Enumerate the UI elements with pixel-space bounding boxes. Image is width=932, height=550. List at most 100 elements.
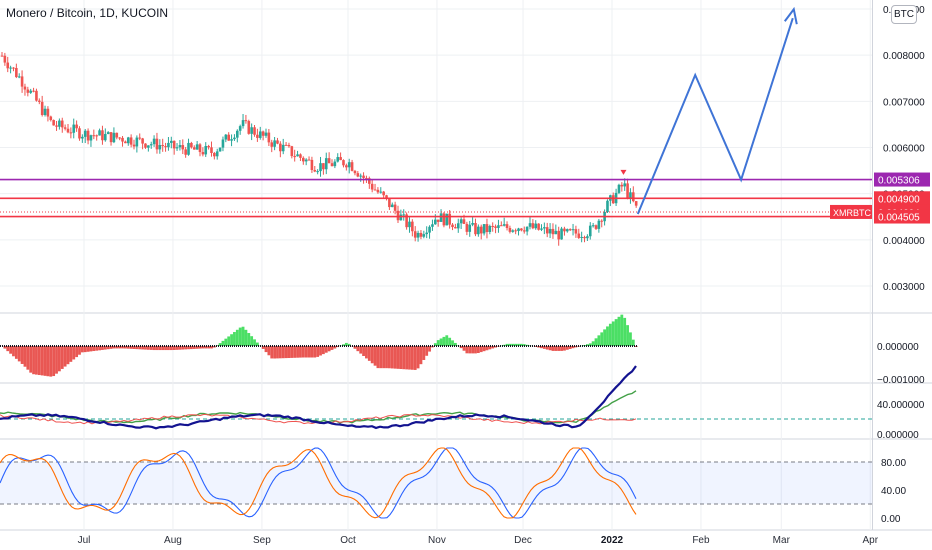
osc-bar	[396, 346, 400, 369]
osc-bar	[505, 343, 509, 346]
osc-bar	[511, 343, 515, 346]
osc-bar	[439, 338, 443, 346]
osc-bar	[192, 346, 196, 349]
osc-bar	[164, 346, 167, 351]
candle	[17, 73, 21, 79]
osc-histogram	[3, 314, 638, 377]
candle	[333, 159, 337, 169]
candle	[230, 134, 233, 147]
candle	[95, 134, 98, 141]
osc-bar	[227, 336, 231, 346]
candle-body	[319, 163, 322, 172]
candle	[632, 186, 635, 203]
candle-body	[293, 156, 296, 158]
candle	[459, 217, 463, 229]
osc-bar	[270, 346, 274, 359]
candle-body	[626, 183, 629, 198]
osc-bar	[629, 332, 632, 346]
candle-body	[9, 67, 12, 69]
candle-body	[422, 234, 426, 237]
osc-bar	[353, 346, 357, 349]
osc-bar	[267, 346, 271, 356]
candle	[121, 135, 124, 147]
candle-body	[129, 137, 133, 145]
candle	[428, 225, 431, 239]
candle	[591, 222, 595, 228]
dmi-tick-label: 40.000000	[877, 400, 925, 411]
osc-bar	[330, 346, 334, 350]
osc-bar	[442, 336, 446, 346]
candle-body	[230, 139, 233, 141]
osc-bar	[278, 346, 282, 359]
symbol-tag-bg	[830, 204, 872, 219]
candle-body	[244, 120, 248, 122]
candle	[92, 129, 96, 140]
candle	[600, 219, 604, 228]
candle-body	[141, 138, 144, 144]
candle-body	[3, 55, 7, 63]
osc-bar	[201, 346, 205, 349]
candle	[568, 228, 572, 231]
candle-body	[98, 130, 101, 136]
candle-body	[26, 89, 30, 93]
osc-bar	[60, 346, 64, 369]
candle	[20, 70, 24, 93]
candle	[353, 169, 357, 176]
osc-bar	[63, 346, 67, 367]
osc-bar	[594, 338, 598, 346]
osc-bar	[6, 346, 10, 352]
osc-bar	[310, 346, 314, 358]
candle	[307, 156, 311, 161]
candle	[477, 224, 480, 237]
osc-bar	[611, 321, 615, 346]
candle-body	[95, 135, 98, 137]
candle-body	[38, 100, 41, 102]
candle-body	[379, 191, 383, 193]
osc-bar	[416, 346, 420, 369]
candle-body	[502, 224, 506, 226]
osc-bar	[563, 346, 566, 351]
candle	[101, 125, 104, 145]
candle-body	[485, 224, 489, 233]
osc-bar	[321, 346, 325, 355]
candle-body	[454, 227, 457, 229]
candle-body	[247, 121, 251, 134]
candle	[181, 139, 185, 155]
candle-body	[517, 228, 520, 232]
osc-bar	[428, 346, 431, 352]
candle-body	[431, 224, 434, 227]
osc-bar	[20, 346, 24, 364]
osc-bar	[221, 340, 225, 346]
candle	[46, 106, 50, 122]
osc-bar	[281, 346, 285, 359]
currency-badge[interactable]: BTC	[891, 5, 917, 24]
candle-body	[508, 227, 512, 232]
candle	[161, 138, 164, 152]
osc-bar	[479, 346, 483, 353]
stoch-line-1	[0, 447, 637, 519]
osc-bar	[78, 346, 81, 355]
time-tick-label: Oct	[340, 535, 356, 546]
candle	[66, 123, 70, 134]
candle	[256, 128, 259, 142]
candle-body	[571, 229, 575, 231]
candle-body	[256, 134, 259, 138]
candle	[135, 135, 139, 153]
osc-bar	[290, 346, 294, 358]
candle	[221, 136, 225, 152]
candle-body	[597, 220, 601, 229]
candle-body	[23, 86, 27, 90]
candle-body	[15, 67, 18, 78]
osc-bar	[557, 346, 561, 351]
candle-body	[20, 76, 24, 87]
osc-bar	[287, 346, 291, 359]
osc-bar	[238, 327, 242, 346]
osc-bar	[198, 346, 202, 349]
candle-body	[408, 221, 411, 228]
candle-body	[520, 228, 523, 231]
candle	[224, 134, 228, 143]
candle-body	[43, 108, 47, 115]
dmi-tick-label: 0.000000	[877, 430, 919, 441]
